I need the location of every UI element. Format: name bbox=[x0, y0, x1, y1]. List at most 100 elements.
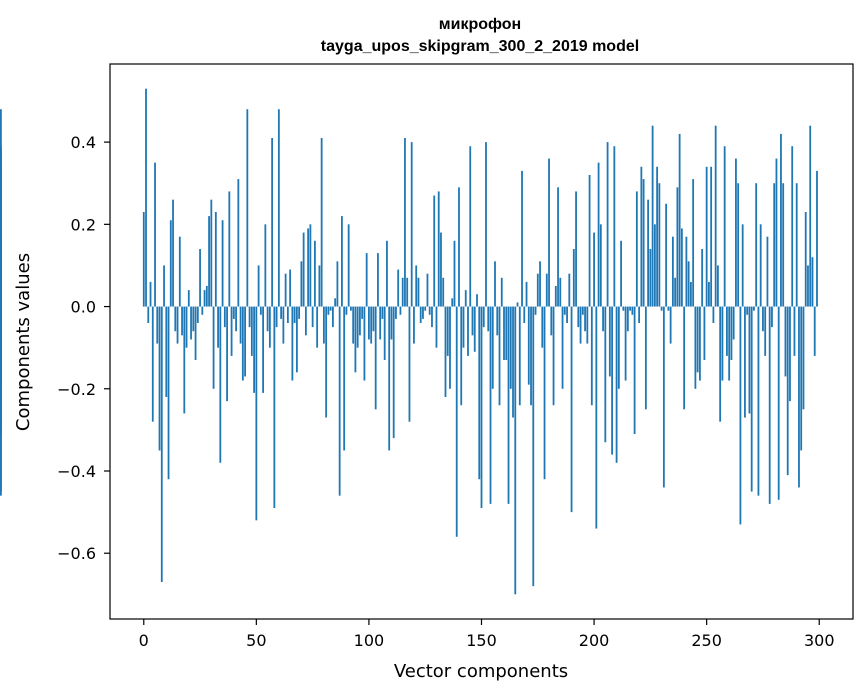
bar bbox=[735, 158, 737, 307]
bar bbox=[629, 306, 631, 311]
bar bbox=[631, 306, 634, 315]
bar bbox=[395, 306, 397, 319]
chart-subtitle: tayga_upos_skipgram_300_2_2019 model bbox=[321, 38, 639, 55]
y-tick-label: −0.2 bbox=[57, 380, 96, 399]
bar bbox=[458, 187, 460, 307]
bar bbox=[341, 216, 343, 307]
bar bbox=[372, 306, 375, 332]
bar bbox=[462, 306, 465, 348]
bar bbox=[649, 249, 652, 307]
bar bbox=[683, 306, 686, 410]
bar bbox=[784, 306, 787, 377]
bar bbox=[230, 306, 233, 356]
bar bbox=[536, 273, 539, 307]
bar bbox=[406, 277, 409, 307]
bar bbox=[552, 306, 555, 406]
bar bbox=[422, 306, 424, 319]
bar bbox=[597, 162, 600, 307]
bar bbox=[793, 306, 796, 356]
bar bbox=[746, 306, 749, 315]
bar bbox=[559, 277, 562, 307]
bar bbox=[678, 133, 681, 307]
bar bbox=[584, 306, 586, 332]
bar bbox=[732, 306, 735, 340]
bar bbox=[194, 306, 197, 360]
bar bbox=[561, 306, 564, 389]
x-tick-label: 300 bbox=[804, 631, 835, 650]
bar bbox=[771, 306, 773, 328]
bar bbox=[304, 306, 307, 336]
bar bbox=[588, 175, 591, 307]
bar bbox=[253, 306, 255, 393]
bar bbox=[295, 306, 298, 373]
bar bbox=[620, 240, 622, 307]
bar bbox=[656, 166, 659, 307]
bar bbox=[775, 158, 778, 307]
bar bbox=[534, 306, 537, 315]
bar bbox=[449, 306, 451, 389]
bar bbox=[606, 142, 609, 307]
bar bbox=[401, 277, 404, 307]
bar bbox=[201, 306, 204, 315]
bar bbox=[431, 306, 433, 328]
bar bbox=[570, 306, 573, 513]
bar bbox=[160, 306, 163, 582]
bar bbox=[748, 306, 751, 414]
bar bbox=[764, 306, 767, 356]
bar bbox=[176, 306, 179, 344]
bar bbox=[203, 290, 206, 307]
bar bbox=[199, 249, 201, 307]
bar bbox=[244, 306, 246, 377]
bar bbox=[408, 306, 411, 422]
bar bbox=[471, 306, 474, 336]
bar bbox=[149, 281, 152, 307]
bar bbox=[183, 306, 186, 414]
bar bbox=[563, 306, 566, 315]
bar bbox=[0, 109, 2, 307]
bar bbox=[158, 306, 161, 451]
bar bbox=[444, 306, 447, 397]
bar bbox=[757, 306, 760, 496]
bar bbox=[809, 125, 812, 307]
bar bbox=[329, 306, 332, 311]
bar bbox=[383, 306, 386, 360]
bar bbox=[467, 306, 469, 356]
bar bbox=[768, 306, 771, 504]
bar bbox=[753, 306, 755, 311]
bar bbox=[0, 306, 2, 315]
bar bbox=[485, 142, 487, 307]
bar bbox=[259, 306, 262, 315]
bar bbox=[208, 216, 210, 307]
bar bbox=[496, 306, 499, 336]
y-tick-label: −0.6 bbox=[57, 544, 96, 563]
bar bbox=[744, 306, 746, 418]
bar bbox=[658, 183, 661, 307]
bar bbox=[782, 183, 785, 307]
bar bbox=[300, 261, 303, 307]
bar bbox=[550, 306, 553, 336]
bar bbox=[807, 265, 809, 307]
bar bbox=[332, 306, 334, 328]
bar bbox=[424, 306, 427, 311]
y-axis-label: Components values bbox=[13, 253, 34, 431]
bar bbox=[352, 306, 355, 344]
bar bbox=[210, 199, 213, 307]
bar bbox=[217, 306, 219, 348]
bar bbox=[676, 187, 679, 307]
bar bbox=[388, 306, 391, 451]
bar bbox=[190, 306, 192, 340]
bar bbox=[696, 306, 699, 373]
bar bbox=[665, 203, 668, 307]
y-tick-label: 0.4 bbox=[71, 133, 96, 152]
bar bbox=[266, 306, 269, 332]
bar bbox=[766, 236, 769, 307]
bar bbox=[527, 306, 530, 385]
bar bbox=[498, 306, 501, 406]
bar bbox=[548, 158, 550, 307]
bar bbox=[579, 306, 582, 344]
bar bbox=[694, 306, 697, 389]
bar bbox=[500, 277, 503, 307]
bar bbox=[685, 236, 688, 307]
bar bbox=[374, 306, 377, 410]
bar bbox=[365, 253, 368, 307]
